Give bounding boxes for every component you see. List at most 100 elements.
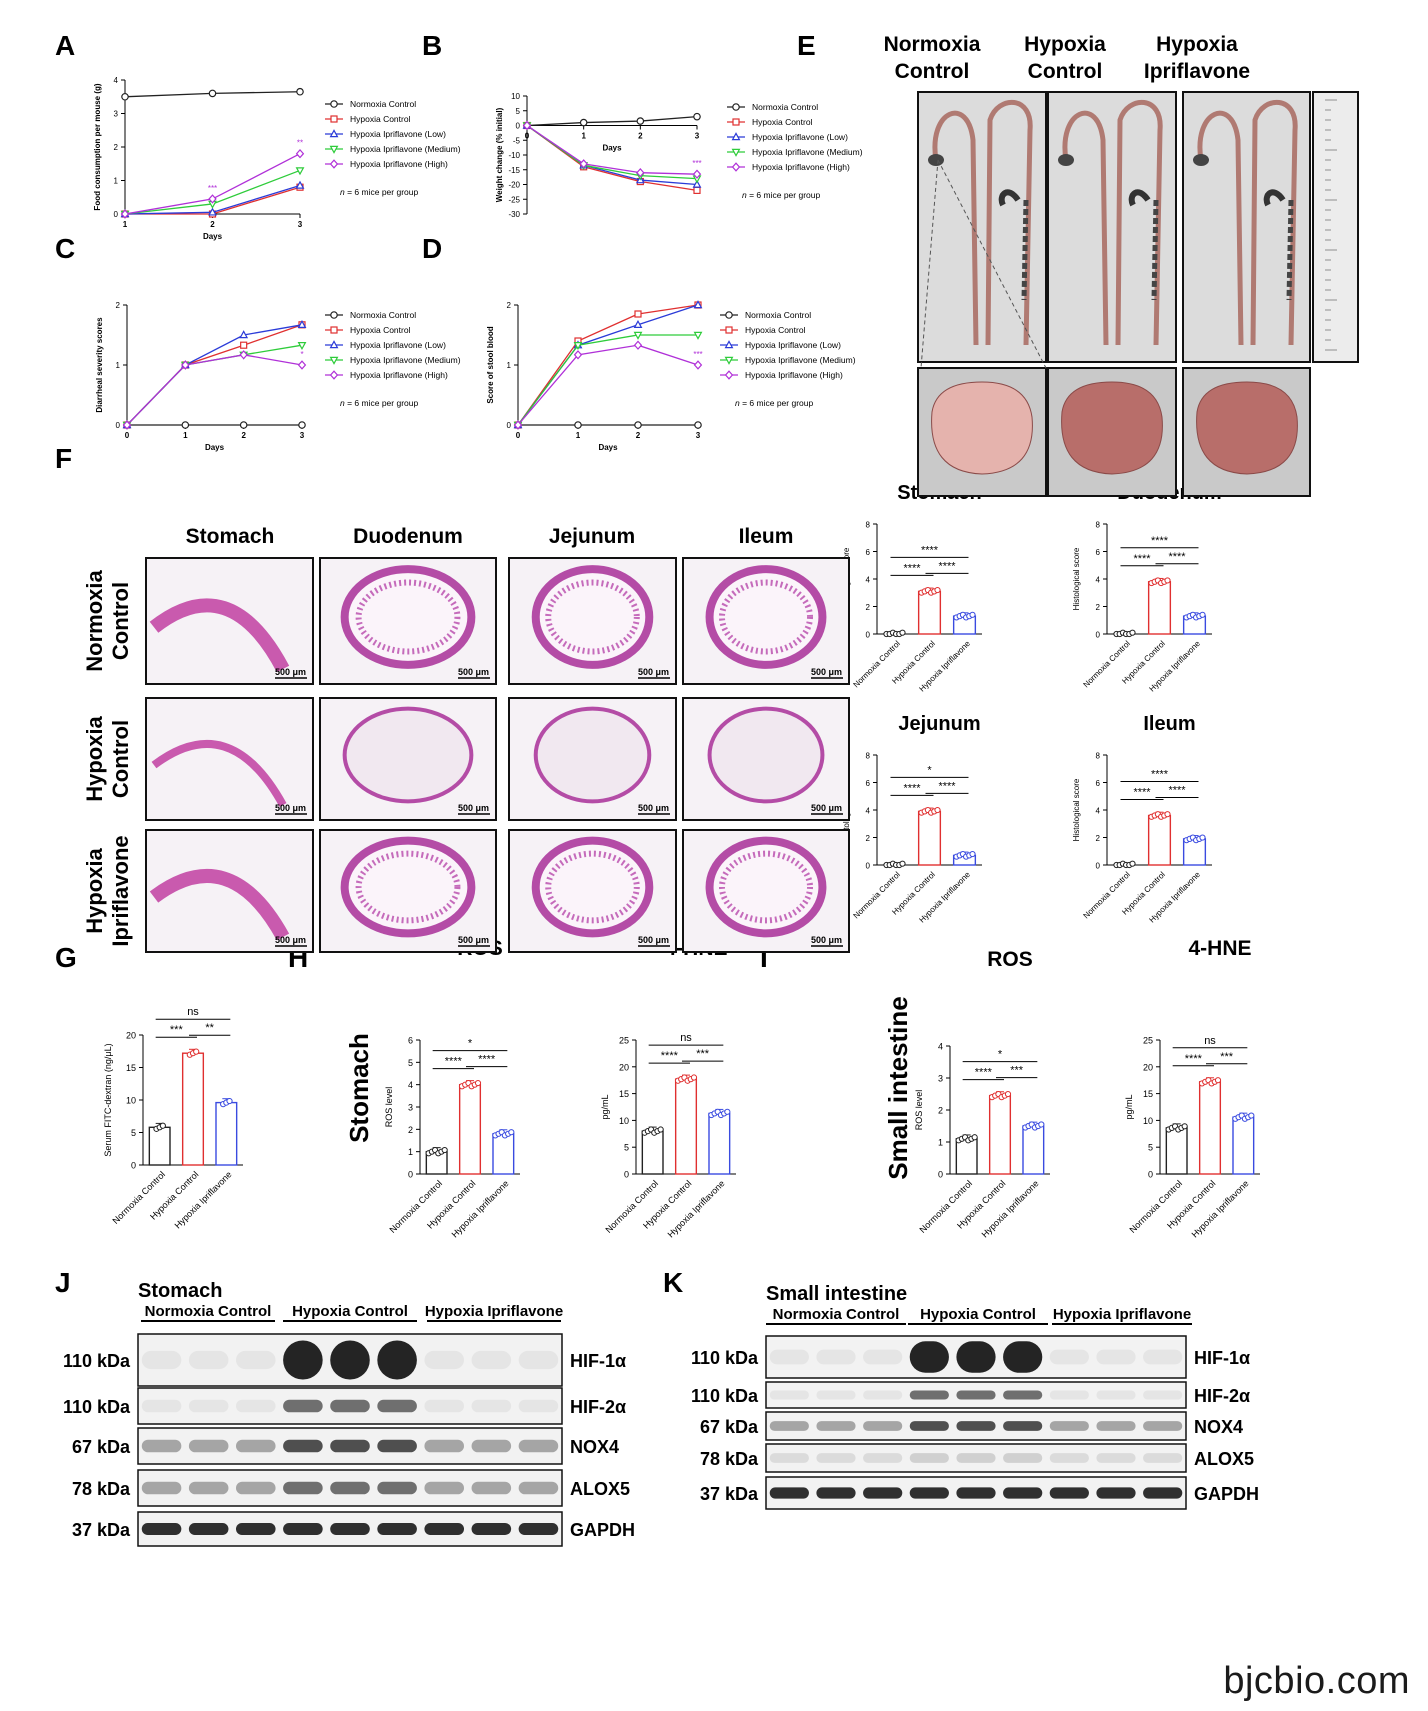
blot-band <box>141 1439 182 1453</box>
data-point <box>330 311 338 319</box>
data-dot <box>657 1126 664 1133</box>
histology-column-header: Stomach <box>186 525 275 548</box>
scale-bar-label: 500 μm <box>458 803 489 813</box>
blot-band <box>141 1350 182 1370</box>
data-point <box>329 145 339 154</box>
y-tick-label: 1 <box>114 177 119 186</box>
blot-kda-label: 67 kDa <box>72 1437 131 1457</box>
significance-label: **** <box>938 780 956 792</box>
series-line <box>126 354 303 426</box>
x-tick-label: Hypoxia Ipriflavone <box>666 1178 727 1239</box>
villi <box>718 850 814 924</box>
data-dot <box>1199 834 1206 841</box>
data-dot <box>474 1079 482 1087</box>
stomach-tissue <box>1196 381 1298 475</box>
panel-letter-g: G <box>55 942 77 973</box>
blot-band <box>1096 1349 1136 1365</box>
bar <box>708 1112 731 1175</box>
significance-mark: ** <box>297 139 303 148</box>
data-point <box>329 129 339 138</box>
x-tick-label: 3 <box>298 220 303 229</box>
significance-mark: *** <box>692 159 701 168</box>
y-tick-label: 1 <box>507 361 512 370</box>
fecal-pellets <box>1151 199 1159 301</box>
x-tick-label: 3 <box>695 132 700 141</box>
bar <box>1147 581 1172 635</box>
y-tick-label: 0 <box>624 1170 629 1180</box>
blot-band <box>769 1453 809 1463</box>
data-dot <box>969 611 976 618</box>
bar <box>1022 1125 1045 1175</box>
series-line <box>517 304 699 426</box>
blot-protein-label: ALOX5 <box>1194 1449 1254 1469</box>
n-note: n = 6 mice per group <box>340 398 418 408</box>
data-dot <box>1199 611 1206 618</box>
bar <box>1165 1127 1188 1175</box>
blot-band <box>1143 1390 1183 1400</box>
blot-title: Small intestine <box>766 1283 907 1305</box>
blot-band <box>471 1523 512 1535</box>
chart-title: Ileum <box>1143 713 1195 735</box>
blot-band <box>1096 1453 1136 1463</box>
y-tick-label: 3 <box>408 1103 413 1113</box>
blot-band <box>141 1523 182 1535</box>
intestine-tract <box>932 100 1033 346</box>
data-point <box>633 319 643 328</box>
data-dot <box>1038 1121 1045 1128</box>
series-line <box>526 116 698 127</box>
y-tick-label: 0 <box>938 1170 943 1180</box>
x-tick-label: 1 <box>576 431 581 440</box>
stomach-tissue <box>1061 381 1163 475</box>
y-axis-label: Histological score <box>1072 778 1081 841</box>
data-point <box>724 356 734 365</box>
y-tick-label: 6 <box>866 779 871 788</box>
data-point <box>208 194 217 204</box>
series-line <box>526 124 698 192</box>
data-point <box>522 120 532 131</box>
y-tick-label: 25 <box>619 1036 629 1046</box>
blot-band <box>956 1341 996 1373</box>
y-tick-label: -5 <box>513 136 521 145</box>
blot-band <box>471 1439 512 1453</box>
data-point <box>297 342 307 351</box>
bar <box>641 1130 664 1175</box>
y-axis-label: Food consumption per mouse (g) <box>93 83 102 210</box>
legend-entry: Hypoxia Control <box>350 114 411 124</box>
y-tick-label: 0 <box>114 210 119 219</box>
blot-group-label: Hypoxia Ipriflavone <box>425 1303 563 1320</box>
y-tick-label: 4 <box>408 1080 413 1090</box>
data-point <box>692 179 702 188</box>
blot-band <box>1003 1487 1043 1499</box>
data-point <box>636 117 645 125</box>
series-line <box>517 344 699 426</box>
blot-band <box>1096 1390 1136 1400</box>
significance-label: **** <box>1151 769 1169 781</box>
significance-label: **** <box>1133 553 1151 565</box>
blot-band <box>424 1523 465 1535</box>
x-axis-label: Days <box>598 443 618 452</box>
x-tick-label: 3 <box>696 431 701 440</box>
photo-column-header: Hypoxia <box>1156 33 1238 56</box>
y-tick-label: 5 <box>624 1143 629 1153</box>
blot-group-label: Normoxia Control <box>773 1306 900 1323</box>
blot-band <box>1096 1487 1136 1499</box>
y-tick-label: 10 <box>619 1116 629 1126</box>
blot-kda-label: 110 kDa <box>691 1386 759 1406</box>
data-point <box>731 132 741 141</box>
y-tick-label: 10 <box>1143 1116 1153 1126</box>
data-dot <box>724 1108 731 1115</box>
data-point <box>725 311 733 319</box>
data-dot <box>690 1074 698 1081</box>
data-point <box>120 209 130 219</box>
y-tick-label: 5 <box>408 1058 413 1068</box>
legend-entry: Hypoxia Control <box>350 325 411 335</box>
blot-protein-label: HIF-2α <box>570 1397 626 1417</box>
n-note: n = 6 mice per group <box>742 190 820 200</box>
data-point <box>181 421 190 429</box>
blot-band <box>235 1481 276 1495</box>
y-axis-label: Histological score <box>1072 547 1081 610</box>
x-tick-label: 1 <box>123 220 128 229</box>
